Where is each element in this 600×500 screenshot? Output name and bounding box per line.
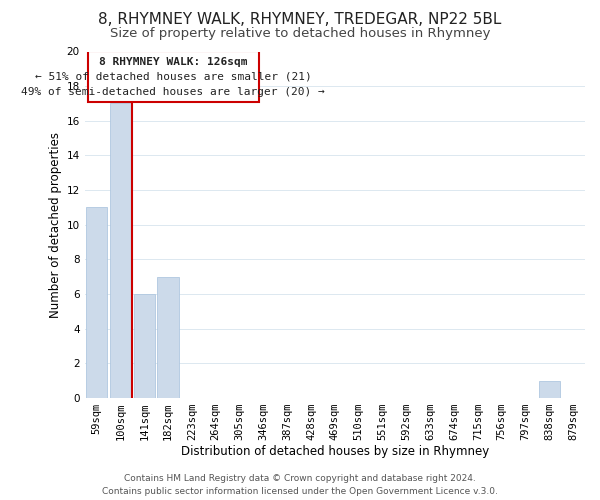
Bar xyxy=(539,380,560,398)
Bar xyxy=(134,294,155,398)
Text: ← 51% of detached houses are smaller (21): ← 51% of detached houses are smaller (21… xyxy=(35,72,311,82)
Text: Contains HM Land Registry data © Crown copyright and database right 2024.
Contai: Contains HM Land Registry data © Crown c… xyxy=(102,474,498,496)
Text: 8 RHYMNEY WALK: 126sqm: 8 RHYMNEY WALK: 126sqm xyxy=(99,56,247,66)
Y-axis label: Number of detached properties: Number of detached properties xyxy=(49,132,62,318)
Text: 8, RHYMNEY WALK, RHYMNEY, TREDEGAR, NP22 5BL: 8, RHYMNEY WALK, RHYMNEY, TREDEGAR, NP22… xyxy=(98,12,502,28)
Bar xyxy=(86,208,107,398)
Bar xyxy=(157,276,179,398)
FancyBboxPatch shape xyxy=(88,52,259,102)
Bar xyxy=(110,104,131,398)
Text: 49% of semi-detached houses are larger (20) →: 49% of semi-detached houses are larger (… xyxy=(21,87,325,97)
Text: Size of property relative to detached houses in Rhymney: Size of property relative to detached ho… xyxy=(110,28,490,40)
X-axis label: Distribution of detached houses by size in Rhymney: Distribution of detached houses by size … xyxy=(181,444,489,458)
